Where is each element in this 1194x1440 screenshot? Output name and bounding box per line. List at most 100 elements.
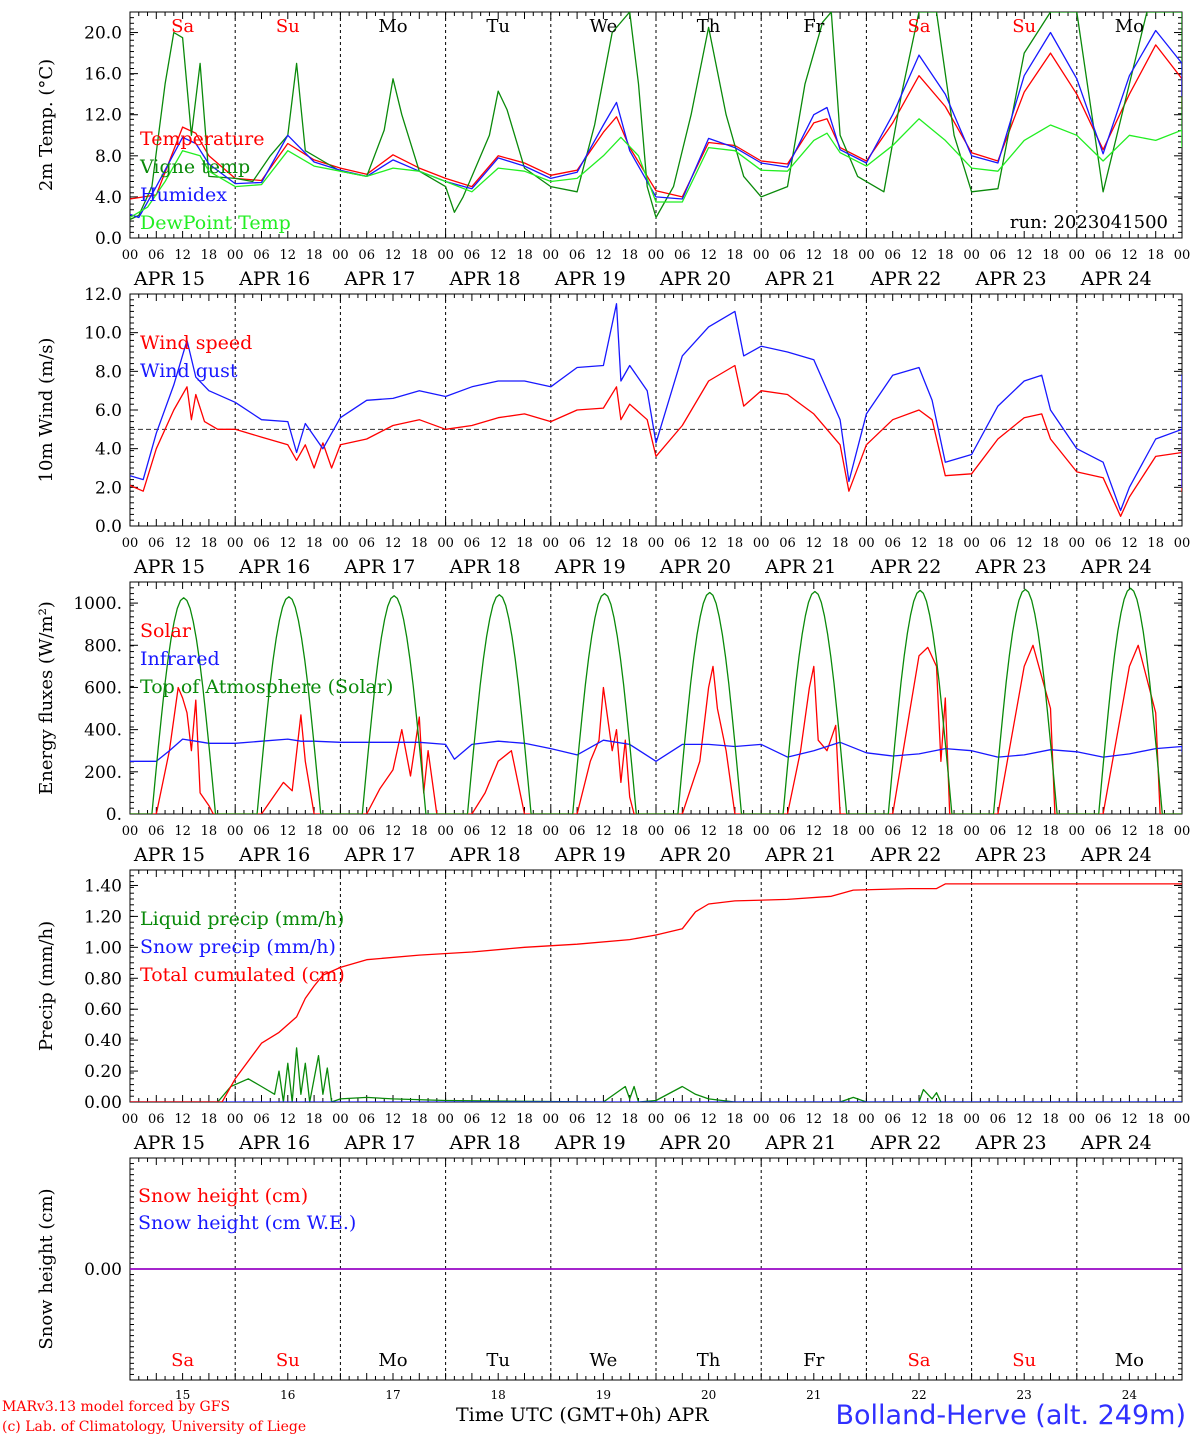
hour-label: 00	[1174, 824, 1191, 839]
weekday-label: We	[590, 1350, 618, 1371]
hour-label: 12	[490, 824, 507, 839]
run-label: run: 2023041500	[1010, 212, 1168, 233]
date-label: APR 19	[554, 1132, 626, 1154]
hour-label: 00	[753, 248, 770, 263]
y-tick-label: 0.00	[84, 1260, 122, 1280]
hour-label: 06	[253, 1112, 270, 1127]
hour-label: 00	[543, 824, 560, 839]
day-number-label: 22	[911, 1388, 926, 1402]
day-number-label: 18	[491, 1388, 506, 1402]
legend-entry: Snow height (cm W.E.)	[138, 1212, 356, 1234]
y-tick-label: 1.20	[84, 907, 122, 927]
series-vigne-temp	[130, 12, 1182, 221]
hour-label: 12	[280, 1112, 297, 1127]
hour-label: 18	[621, 1112, 638, 1127]
legend-entry: Liquid precip (mm/h)	[140, 908, 344, 930]
hour-label: 12	[385, 824, 402, 839]
hour-label: 12	[1121, 1112, 1138, 1127]
hour-label: 00	[437, 248, 454, 263]
hour-label: 00	[963, 1112, 980, 1127]
hour-label: 00	[1174, 536, 1191, 551]
y-tick-label: 1.40	[84, 876, 122, 896]
hour-label: 06	[674, 536, 691, 551]
hour-label: 00	[227, 824, 244, 839]
hour-label: 18	[516, 248, 533, 263]
weekday-label: Su	[276, 16, 300, 37]
date-label: APR 23	[975, 556, 1047, 578]
date-label: APR 23	[975, 268, 1047, 290]
y-tick-label: 2.0	[95, 478, 122, 498]
legend-entry: Wind gust	[140, 360, 238, 382]
hour-label: 00	[753, 1112, 770, 1127]
hour-label: 06	[990, 248, 1007, 263]
weekday-label: Tu	[486, 1350, 510, 1371]
hour-label: 00	[963, 536, 980, 551]
y-tick-label: 6.0	[95, 401, 122, 421]
series-group	[130, 587, 1182, 814]
hour-label: 18	[621, 824, 638, 839]
hour-label: 06	[358, 1112, 375, 1127]
y-axis-title: Snow height (cm)	[36, 1188, 57, 1349]
hour-label: 12	[490, 248, 507, 263]
panel-3: 0. 200. 400. 600. 800. 1000. Energy fluxes (W/…	[36, 581, 1191, 866]
hour-label: 06	[1095, 248, 1112, 263]
legend-entry: DewPoint Temp	[140, 212, 291, 234]
hour-label: 00	[1174, 1112, 1191, 1127]
hour-label: 18	[1147, 1112, 1164, 1127]
date-label: APR 16	[238, 268, 310, 290]
y-axis-title: 2m Temp. (°C)	[36, 59, 57, 191]
hour-label: 06	[674, 248, 691, 263]
weekday-label: Sa	[171, 16, 194, 37]
hour-label: 12	[806, 536, 823, 551]
date-label: APR 15	[133, 1132, 205, 1154]
hour-label: 12	[1121, 536, 1138, 551]
hour-label: 12	[911, 248, 928, 263]
hour-label: 12	[1016, 248, 1033, 263]
day-number-label: 24	[1122, 1388, 1138, 1402]
hour-label: 18	[621, 248, 638, 263]
y-tick-label: 8.0	[95, 147, 122, 167]
hour-label: 06	[884, 248, 901, 263]
day-number-label: 17	[385, 1388, 400, 1402]
hour-label: 18	[411, 536, 428, 551]
hour-label: 18	[727, 248, 744, 263]
date-label: APR 18	[449, 1132, 521, 1154]
y-tick-label: 4.0	[95, 188, 122, 208]
y-tick-label: 1000.	[73, 594, 122, 614]
hour-label: 00	[122, 248, 139, 263]
date-label: APR 18	[449, 268, 521, 290]
hour-label: 00	[437, 1112, 454, 1127]
hour-label: 06	[148, 536, 165, 551]
legend-entry: Infrared	[140, 648, 220, 670]
y-tick-label: 1.00	[84, 938, 122, 958]
hour-label: 18	[306, 1112, 323, 1127]
legend-entry: Humidex	[140, 184, 227, 206]
hour-label: 18	[832, 1112, 849, 1127]
y-tick-label: 16.0	[84, 65, 122, 85]
date-label: APR 15	[133, 556, 205, 578]
series-group	[130, 883, 1182, 1102]
hour-label: 18	[832, 248, 849, 263]
hour-label: 06	[464, 824, 481, 839]
hour-label: 00	[1069, 1112, 1086, 1127]
hour-label: 18	[727, 1112, 744, 1127]
hour-label: 12	[806, 1112, 823, 1127]
hour-label: 18	[516, 536, 533, 551]
weekday-label: Su	[1012, 16, 1036, 37]
y-tick-label: 12.0	[84, 106, 122, 126]
hour-label: 06	[148, 824, 165, 839]
date-label: APR 19	[554, 268, 626, 290]
hour-label: 06	[884, 824, 901, 839]
date-label: APR 19	[554, 844, 626, 866]
series-temperature	[130, 44, 1182, 200]
hour-label: 12	[700, 1112, 717, 1127]
date-label: APR 24	[1080, 1132, 1152, 1154]
date-label: APR 23	[975, 1132, 1047, 1154]
hour-label: 18	[306, 824, 323, 839]
hour-label: 12	[911, 1112, 928, 1127]
hour-label: 12	[490, 1112, 507, 1127]
y-tick-label: 8.0	[95, 362, 122, 382]
hour-label: 12	[700, 248, 717, 263]
y-tick-label: 600.	[84, 678, 122, 698]
